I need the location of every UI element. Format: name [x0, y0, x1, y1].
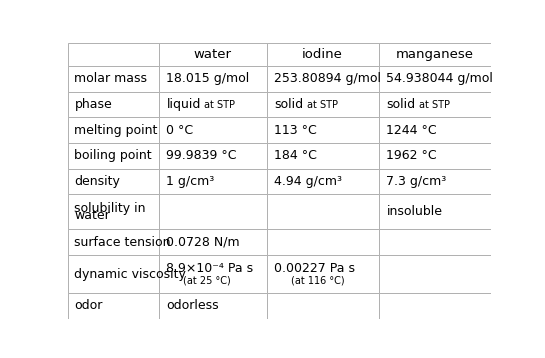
Bar — [68, 117, 159, 143]
Bar — [267, 143, 379, 169]
Text: odor: odor — [75, 299, 103, 312]
Text: 1 g/cm³: 1 g/cm³ — [166, 175, 215, 188]
Bar — [68, 43, 159, 66]
Bar — [379, 92, 490, 117]
Text: 0.0728 N/m: 0.0728 N/m — [166, 236, 240, 249]
Text: 54.938044 g/mol: 54.938044 g/mol — [386, 72, 493, 85]
Bar — [159, 117, 267, 143]
Text: 253.80894 g/mol: 253.80894 g/mol — [275, 72, 382, 85]
Text: odorless: odorless — [166, 299, 219, 312]
Text: solid: solid — [275, 98, 304, 111]
Bar — [68, 92, 159, 117]
Text: 113 °C: 113 °C — [275, 124, 317, 137]
Text: (at 116 °C): (at 116 °C) — [291, 276, 345, 286]
Bar — [159, 92, 267, 117]
Bar — [159, 66, 267, 92]
Text: at STP: at STP — [204, 100, 235, 110]
Bar — [68, 293, 159, 319]
Text: at STP: at STP — [307, 100, 338, 110]
Text: 7.3 g/cm³: 7.3 g/cm³ — [386, 175, 447, 188]
Bar — [379, 66, 490, 92]
Text: density: density — [75, 175, 120, 188]
Bar — [379, 194, 490, 229]
Bar — [159, 255, 267, 293]
Text: 4.94 g/cm³: 4.94 g/cm³ — [275, 175, 342, 188]
Bar — [159, 293, 267, 319]
Text: dynamic viscosity: dynamic viscosity — [75, 267, 186, 281]
Text: liquid: liquid — [166, 98, 201, 111]
Bar — [159, 169, 267, 194]
Text: (at 25 °C): (at 25 °C) — [183, 276, 231, 286]
Bar — [68, 143, 159, 169]
Bar — [68, 229, 159, 255]
Bar — [267, 43, 379, 66]
Bar — [379, 255, 490, 293]
Bar — [68, 169, 159, 194]
Bar — [267, 194, 379, 229]
Bar — [267, 117, 379, 143]
Bar — [159, 43, 267, 66]
Text: phase: phase — [75, 98, 112, 111]
Text: melting point: melting point — [75, 124, 158, 137]
Text: 1244 °C: 1244 °C — [386, 124, 437, 137]
Text: iodine: iodine — [302, 48, 343, 61]
Text: at STP: at STP — [419, 100, 450, 110]
Bar — [379, 117, 490, 143]
Bar — [267, 92, 379, 117]
Bar — [267, 229, 379, 255]
Text: 18.015 g/mol: 18.015 g/mol — [166, 72, 250, 85]
Text: water: water — [194, 48, 232, 61]
Text: manganese: manganese — [396, 48, 474, 61]
Bar — [68, 255, 159, 293]
Bar — [159, 143, 267, 169]
Text: solubility in: solubility in — [75, 202, 146, 214]
Text: boiling point: boiling point — [75, 149, 152, 162]
Bar — [267, 293, 379, 319]
Bar — [379, 169, 490, 194]
Bar — [68, 66, 159, 92]
Text: water: water — [75, 209, 110, 222]
Bar — [379, 293, 490, 319]
Bar — [379, 43, 490, 66]
Text: molar mass: molar mass — [75, 72, 148, 85]
Bar — [379, 143, 490, 169]
Bar — [267, 66, 379, 92]
Bar — [159, 229, 267, 255]
Text: 1962 °C: 1962 °C — [386, 149, 437, 162]
Text: 184 °C: 184 °C — [275, 149, 317, 162]
Text: 0 °C: 0 °C — [166, 124, 193, 137]
Text: 0.00227 Pa s: 0.00227 Pa s — [275, 262, 355, 275]
Text: insoluble: insoluble — [386, 205, 443, 218]
Text: 99.9839 °C: 99.9839 °C — [166, 149, 237, 162]
Text: 8.9×10⁻⁴ Pa s: 8.9×10⁻⁴ Pa s — [166, 262, 253, 275]
Bar — [267, 255, 379, 293]
Bar — [68, 194, 159, 229]
Bar — [159, 194, 267, 229]
Text: surface tension: surface tension — [75, 236, 171, 249]
Bar — [267, 169, 379, 194]
Bar — [379, 229, 490, 255]
Text: solid: solid — [386, 98, 415, 111]
